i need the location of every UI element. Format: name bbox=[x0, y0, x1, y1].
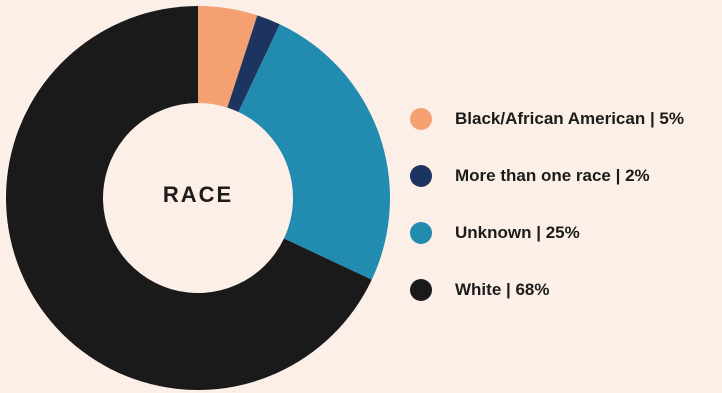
slice-black-african-american bbox=[198, 6, 258, 108]
legend-swatch bbox=[410, 279, 432, 301]
chart-title: RACE bbox=[162, 182, 234, 207]
legend-swatch bbox=[410, 222, 432, 244]
legend-swatch bbox=[410, 165, 432, 187]
legend-label: White | 68% bbox=[455, 280, 550, 299]
legend-label: Black/African American | 5% bbox=[455, 109, 685, 128]
donut-chart bbox=[5, 6, 390, 390]
legend-swatch bbox=[410, 108, 432, 130]
legend-label: Unknown | 25% bbox=[455, 223, 580, 242]
slice-white bbox=[5, 6, 372, 390]
legend-label: More than one race | 2% bbox=[455, 166, 650, 185]
slice-more-than-one-race bbox=[227, 15, 280, 113]
slice-unknown bbox=[238, 24, 390, 280]
